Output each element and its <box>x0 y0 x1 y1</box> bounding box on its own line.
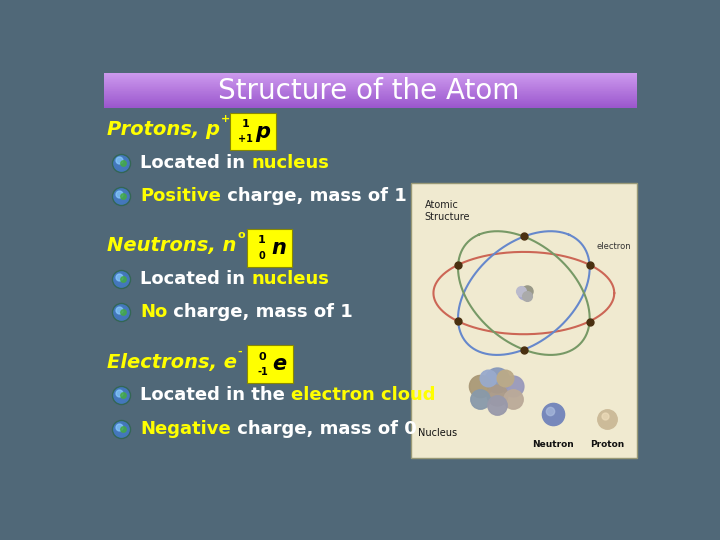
Bar <box>104 85 637 86</box>
Text: charge, mass of 1: charge, mass of 1 <box>168 303 354 321</box>
Text: electron: electron <box>596 242 631 251</box>
Text: o: o <box>237 230 245 240</box>
Bar <box>104 88 637 89</box>
Bar <box>104 107 637 108</box>
Text: electron cloud: electron cloud <box>292 386 436 404</box>
Text: Proton: Proton <box>590 440 624 449</box>
Text: p: p <box>255 122 270 141</box>
Text: charge, mass of 1: charge, mass of 1 <box>221 187 407 205</box>
Text: nucleus: nucleus <box>251 153 329 172</box>
Text: -1: -1 <box>257 367 268 377</box>
Bar <box>104 90 637 91</box>
FancyBboxPatch shape <box>248 346 292 383</box>
Bar <box>104 94 637 95</box>
FancyBboxPatch shape <box>247 229 292 267</box>
Bar <box>411 183 636 458</box>
Bar <box>104 93 637 94</box>
Bar <box>104 97 637 98</box>
Bar <box>104 79 637 80</box>
Bar <box>104 83 637 84</box>
Bar <box>104 82 637 83</box>
Bar <box>104 102 637 103</box>
Text: 0: 0 <box>258 251 265 261</box>
Bar <box>104 99 637 100</box>
Bar <box>104 105 637 106</box>
Bar <box>104 100 637 102</box>
Text: Located in the: Located in the <box>140 386 292 404</box>
Bar <box>104 89 637 90</box>
Text: Located in: Located in <box>140 153 251 172</box>
Bar <box>104 91 637 92</box>
Text: Electrons, e: Electrons, e <box>107 353 237 372</box>
Bar <box>104 108 637 109</box>
Bar <box>104 74 637 75</box>
Text: Positive: Positive <box>140 187 221 205</box>
Bar <box>104 92 637 93</box>
Bar <box>104 86 637 87</box>
Bar <box>104 78 637 79</box>
Text: 1: 1 <box>241 119 249 129</box>
Text: No: No <box>140 303 168 321</box>
Bar <box>104 73 637 74</box>
Text: Nucleus: Nucleus <box>418 428 456 438</box>
Text: Atomic
Structure: Atomic Structure <box>425 200 470 222</box>
Text: Neutron: Neutron <box>532 440 574 449</box>
Bar <box>104 87 637 88</box>
Text: e: e <box>272 354 287 374</box>
Bar <box>104 76 637 77</box>
Bar <box>104 106 637 107</box>
Text: Located in: Located in <box>140 270 251 288</box>
Text: -: - <box>238 347 243 357</box>
Text: 1: 1 <box>258 235 266 245</box>
Text: +1: +1 <box>238 134 253 144</box>
Text: +: + <box>221 114 230 124</box>
Text: Negative: Negative <box>140 420 231 437</box>
Text: 0: 0 <box>258 352 266 362</box>
FancyBboxPatch shape <box>230 113 276 151</box>
Bar <box>104 84 637 85</box>
Text: Neutrons, n: Neutrons, n <box>107 236 236 255</box>
Text: Protons, p: Protons, p <box>107 120 220 139</box>
Bar <box>104 95 637 96</box>
Bar <box>104 96 637 97</box>
Bar <box>104 81 637 82</box>
Bar <box>104 80 637 81</box>
Bar <box>104 103 637 104</box>
Text: charge, mass of 0: charge, mass of 0 <box>231 420 417 437</box>
Bar <box>104 77 637 78</box>
Text: Structure of the Atom: Structure of the Atom <box>218 77 520 105</box>
Text: n: n <box>271 238 287 258</box>
Text: nucleus: nucleus <box>251 270 329 288</box>
Bar <box>104 104 637 105</box>
Bar <box>104 75 637 76</box>
Bar <box>104 98 637 99</box>
